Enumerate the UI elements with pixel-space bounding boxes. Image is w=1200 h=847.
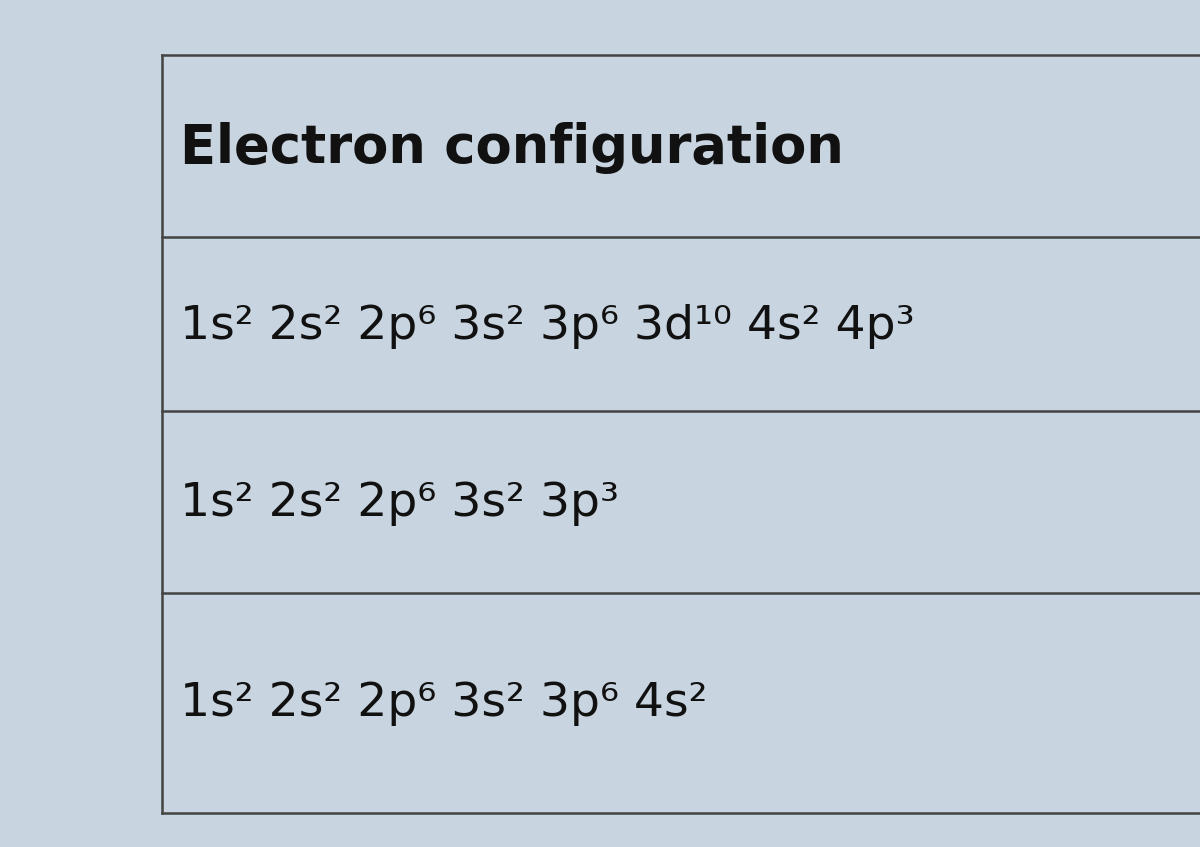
Text: 1s² 2s² 2p⁶ 3s² 3p³: 1s² 2s² 2p⁶ 3s² 3p³ <box>180 481 619 527</box>
Text: Electron configuration: Electron configuration <box>180 122 844 174</box>
Text: 1s² 2s² 2p⁶ 3s² 3p⁶ 3d¹⁰ 4s² 4p³: 1s² 2s² 2p⁶ 3s² 3p⁶ 3d¹⁰ 4s² 4p³ <box>180 303 914 349</box>
Text: 1s² 2s² 2p⁶ 3s² 3p⁶ 4s²: 1s² 2s² 2p⁶ 3s² 3p⁶ 4s² <box>180 680 708 726</box>
